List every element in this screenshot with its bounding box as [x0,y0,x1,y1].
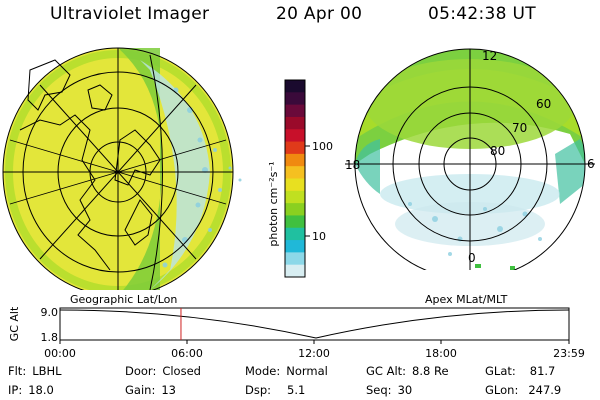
info-glon: GLon: 247.9 [485,383,561,397]
colorbar-swatch [285,215,305,229]
info-seq-value: 30 [397,383,413,397]
info-gcalt: GC Alt: 8.8 Re [366,364,449,378]
page-title: Ultraviolet Imager [50,4,210,24]
polar-label-18: 18 [345,158,360,172]
timeline-x-tick-2359: 23:59 [553,347,585,360]
geographic-label: Geographic Lat/Lon [70,293,178,306]
info-ip-value: 18.0 [28,383,54,397]
info-flt-value: LBHL [32,364,62,378]
info-ip-label: IP: [8,383,23,397]
info-mode-value: Normal [286,364,328,378]
timeline-y-label: GC Alt [8,306,21,341]
colorbar-tick-10: 10 [312,230,326,243]
colorbar-swatch [285,129,305,143]
timeline-x-tick-0600: 06:00 [171,347,203,360]
header-time: 05:42:38 UT [428,4,536,24]
info-door: Door: Closed [125,364,201,378]
colorbar-swatch [285,178,305,192]
info-gcalt-value: 8.8 Re [412,364,449,378]
info-mode-label: Mode: [245,364,281,378]
polar-label-80: 80 [490,144,505,158]
timeline-x-tick-1200: 12:00 [298,347,330,360]
info-seq: Seq: 30 [366,383,412,397]
polar-label-12: 12 [482,49,497,63]
info-glon-value: 247.9 [528,383,562,397]
timeline-x-tick-1800: 18:00 [425,347,457,360]
colorbar-swatch [285,190,305,204]
info-glon-label: GLon: [485,383,519,397]
colorbar: 100 10 photon cm⁻²s⁻¹ [267,79,333,278]
timeline-y-tick-9: 9.0 [41,306,59,319]
info-gain-value: 13 [161,383,176,397]
colorbar-swatch [285,264,305,278]
info-door-value: Closed [162,364,201,378]
info-flt: Flt: LBHL [8,364,62,378]
info-gain: Gain: 13 [125,383,176,397]
colorbar-tick-100: 100 [312,140,333,153]
info-dsp-label: Dsp: [245,383,272,397]
colorbar-swatch [285,153,305,167]
apex-label: Apex MLat/MLT [425,293,508,306]
polar-label-6: 6 [587,157,595,171]
magnetic-polar-plot: 12 60 70 80 18 6 0 [345,48,595,270]
info-gain-label: Gain: [125,383,156,397]
header-date: 20 Apr 00 [276,4,363,24]
info-dsp-value: 5.1 [287,383,306,397]
colorbar-swatch [285,92,305,106]
colorbar-swatch [285,80,305,93]
colorbar-swatch [285,116,305,130]
polar-label-70: 70 [512,121,527,135]
colorbar-swatch [285,252,305,266]
timeline-plot: GC Alt 9.0 1.8 00:00 06:00 12:00 18:00 2… [8,306,585,360]
info-seq-label: Seq: [366,383,392,397]
colorbar-swatch [285,203,305,216]
timeline-x-tick-0000: 00:00 [44,347,76,360]
info-ip: IP: 18.0 [8,383,54,397]
colorbar-swatch [285,141,305,155]
colorbar-label: photon cm⁻²s⁻¹ [267,161,280,246]
info-flt-label: Flt: [8,364,27,378]
info-glat-label: GLat: [485,364,516,378]
info-mode: Mode: Normal [245,364,328,378]
info-glat: GLat: 81.7 [485,364,555,378]
polar-label-0: 0 [468,251,476,265]
timeline-y-tick-1: 1.8 [41,331,59,344]
colorbar-swatch [285,166,305,179]
polar-label-60: 60 [536,97,551,111]
colorbar-swatch [285,240,305,253]
geographic-image [2,47,242,290]
info-glat-value: 81.7 [529,364,556,378]
colorbar-swatch [285,227,305,241]
info-door-label: Door: [125,364,157,378]
colorbar-swatch [285,104,305,118]
info-gcalt-label: GC Alt: [366,364,407,378]
info-dsp: Dsp: 5.1 [245,383,305,397]
